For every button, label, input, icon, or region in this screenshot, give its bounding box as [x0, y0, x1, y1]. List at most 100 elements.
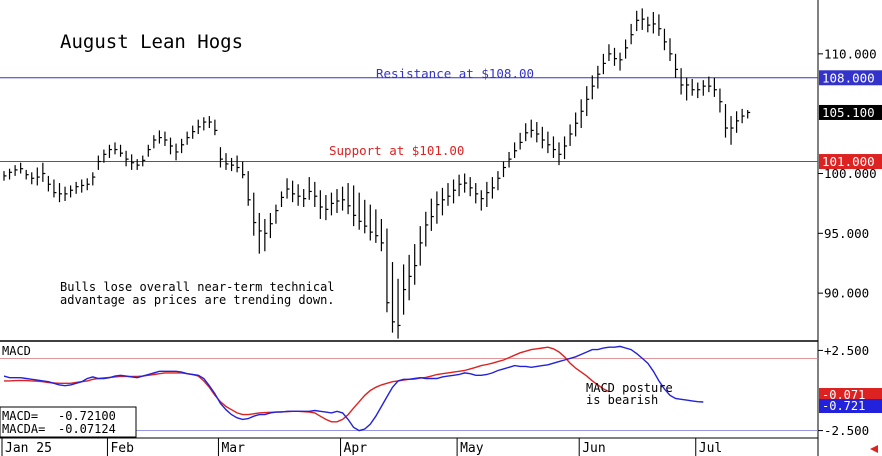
price-bar: [730, 116, 734, 145]
price-bar: [153, 135, 157, 149]
price-bar: [663, 28, 667, 51]
price-bar: [358, 192, 362, 230]
price-bar: [569, 124, 573, 146]
price-bar: [541, 126, 545, 149]
month-label: Jan 25: [5, 441, 52, 456]
price-bar: [169, 137, 173, 155]
month-label: Mar: [221, 441, 245, 456]
price-bar: [658, 14, 662, 36]
price-bar: [36, 167, 40, 186]
macd-readout-label: MACD=: [2, 409, 38, 423]
month-label: May: [460, 441, 484, 456]
price-bar: [747, 110, 751, 119]
price-bar: [702, 80, 706, 96]
month-label: Jun: [582, 441, 605, 456]
time-axis: Jan 25 Feb Mar Apr May Jun Jul: [1, 438, 722, 456]
price-bar: [741, 108, 745, 124]
price-bar: [219, 147, 223, 168]
price-bar: [119, 144, 124, 157]
price-bar: [20, 162, 24, 174]
price-axis-tick-label: 110.000: [824, 46, 877, 61]
price-bar: [436, 191, 440, 224]
price-bar: [319, 190, 323, 219]
price-bar: [275, 204, 279, 224]
price-bar: [536, 122, 540, 143]
month-label: Jul: [699, 441, 722, 456]
price-bar: [136, 159, 140, 170]
last-price-tag-text: 105.100: [822, 105, 875, 120]
price-bar: [686, 77, 690, 101]
support-tag-text: 101.000: [822, 154, 875, 169]
price-bar: [597, 65, 601, 89]
price-bar: [619, 52, 623, 71]
price-bar: [214, 119, 218, 136]
price-bar: [591, 75, 595, 100]
price-bar: [608, 44, 612, 62]
macd-value-tag: -0.721: [819, 399, 882, 413]
price-bar: [25, 169, 29, 180]
price-bar: [75, 181, 79, 194]
price-bar: [519, 132, 523, 150]
macd-axis-tick-label: -2.500: [824, 423, 869, 438]
price-bar: [69, 185, 74, 198]
price-bar: [691, 78, 695, 96]
price-bar: [547, 131, 551, 154]
macd-readout-box: [0, 406, 137, 438]
price-bar: [552, 136, 556, 158]
price-bar: [330, 192, 334, 216]
price-bar: [114, 142, 118, 155]
price-bar: [292, 180, 296, 203]
price-axis-tick-label: 90.000: [824, 286, 869, 301]
macd-signal-tag: -0.071: [819, 388, 882, 402]
price-bar: [647, 16, 651, 33]
price-bar: [719, 88, 723, 113]
price-bar: [8, 168, 13, 180]
price-bar: [502, 161, 506, 178]
macd-readout-value: -0.72100: [58, 409, 116, 423]
price-bar: [602, 53, 606, 75]
price-bar: [414, 244, 418, 285]
price-bar: [530, 119, 534, 138]
scroll-left-arrow-icon[interactable]: [870, 445, 878, 453]
macd-note-line-2: is bearish: [586, 393, 658, 407]
last-price-tag: 105.100: [819, 104, 882, 120]
price-bar: [586, 86, 590, 117]
price-bar: [108, 144, 112, 158]
price-bar: [452, 179, 457, 204]
price-bar: [31, 172, 35, 185]
price-bar: [724, 104, 728, 138]
price-axis-ticks: 110.000 100.000 95.000 90.000: [818, 46, 877, 301]
price-bar: [380, 218, 384, 252]
price-axis-tick-label: 100.000: [824, 166, 877, 181]
price-bar: [447, 183, 451, 206]
price-bar: [469, 177, 473, 197]
price-bar: [353, 185, 357, 227]
price-bar: [513, 142, 518, 158]
price-bar: [347, 183, 351, 215]
macd-line: [3, 345, 704, 432]
price-bar: [3, 171, 7, 181]
price-bar: [386, 228, 390, 313]
macd-axis-tick-label: +2.500: [824, 343, 869, 358]
resistance-tag: 108.000: [819, 70, 882, 86]
price-bar: [391, 262, 395, 333]
resistance-tag-text: 108.000: [822, 70, 875, 85]
price-bar: [735, 111, 740, 133]
price-bar: [697, 82, 701, 99]
price-bar: [125, 150, 129, 167]
price-bar: [147, 144, 151, 157]
price-bar: [475, 183, 479, 204]
price-bar: [269, 212, 273, 239]
price-bar: [181, 138, 185, 154]
price-bar: [397, 278, 401, 339]
price-bar: [86, 178, 90, 191]
price-bar: [64, 186, 68, 202]
price-bar: [674, 53, 679, 78]
price-bar: [486, 181, 490, 207]
price-bar: [491, 177, 495, 199]
price-bar: [680, 68, 684, 95]
macd-panel-title: MACD: [2, 344, 31, 358]
price-bar: [297, 184, 301, 206]
price-bar: [286, 178, 290, 199]
price-bar: [303, 189, 307, 207]
